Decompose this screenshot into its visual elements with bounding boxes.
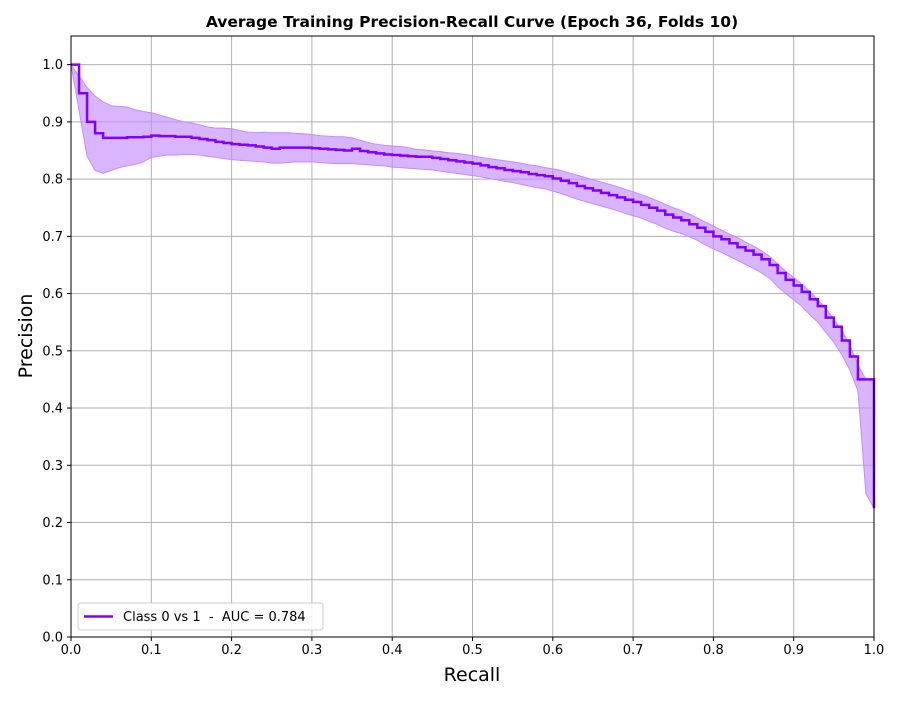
x-tick-label: 0.1 [141,643,162,658]
y-axis-label: Precision [15,294,37,379]
y-axis-ticks: 0.0 0.1 0.2 0.3 0.4 0.5 0.6 0.7 0.8 0.9 1.0 [42,58,71,646]
y-tick-label: 0.2 [42,516,63,531]
y-tick-label: 0.4 [42,402,63,417]
x-tick-label: 0.7 [623,643,644,658]
x-tick-label: 0.0 [61,643,82,658]
y-tick-label: 0.9 [42,115,63,130]
mean-pr-curve [71,63,876,509]
legend: Class 0 vs 1 - AUC = 0.784 [77,602,324,631]
y-tick-label: 0.7 [42,230,63,245]
legend-entry-label: Class 0 vs 1 - AUC = 0.784 [123,610,306,625]
y-tick-label: 0.8 [42,173,63,188]
x-tick-label: 0.9 [783,643,804,658]
y-tick-label: 1.0 [42,58,63,73]
x-tick-label: 1.0 [864,643,885,658]
y-tick-label: 0.1 [42,573,63,588]
x-axis-ticks: 0.0 0.1 0.2 0.3 0.4 0.5 0.6 0.7 0.8 0.9 1.0 [61,637,885,658]
y-tick-label: 0.6 [42,287,63,302]
x-tick-label: 0.2 [221,643,242,658]
y-tick-label: 0.0 [42,631,63,646]
x-tick-label: 0.8 [703,643,724,658]
mean-curve-layer [71,63,876,509]
x-axis-label: Recall [444,664,501,686]
chart-title: Average Training Precision-Recall Curve … [206,13,738,31]
x-tick-label: 0.3 [302,643,323,658]
y-tick-label: 0.3 [42,459,63,474]
y-tick-label: 0.5 [42,344,63,359]
x-tick-label: 0.6 [542,643,563,658]
legend-box [77,602,324,631]
x-tick-label: 0.4 [382,643,403,658]
x-tick-label: 0.5 [462,643,483,658]
